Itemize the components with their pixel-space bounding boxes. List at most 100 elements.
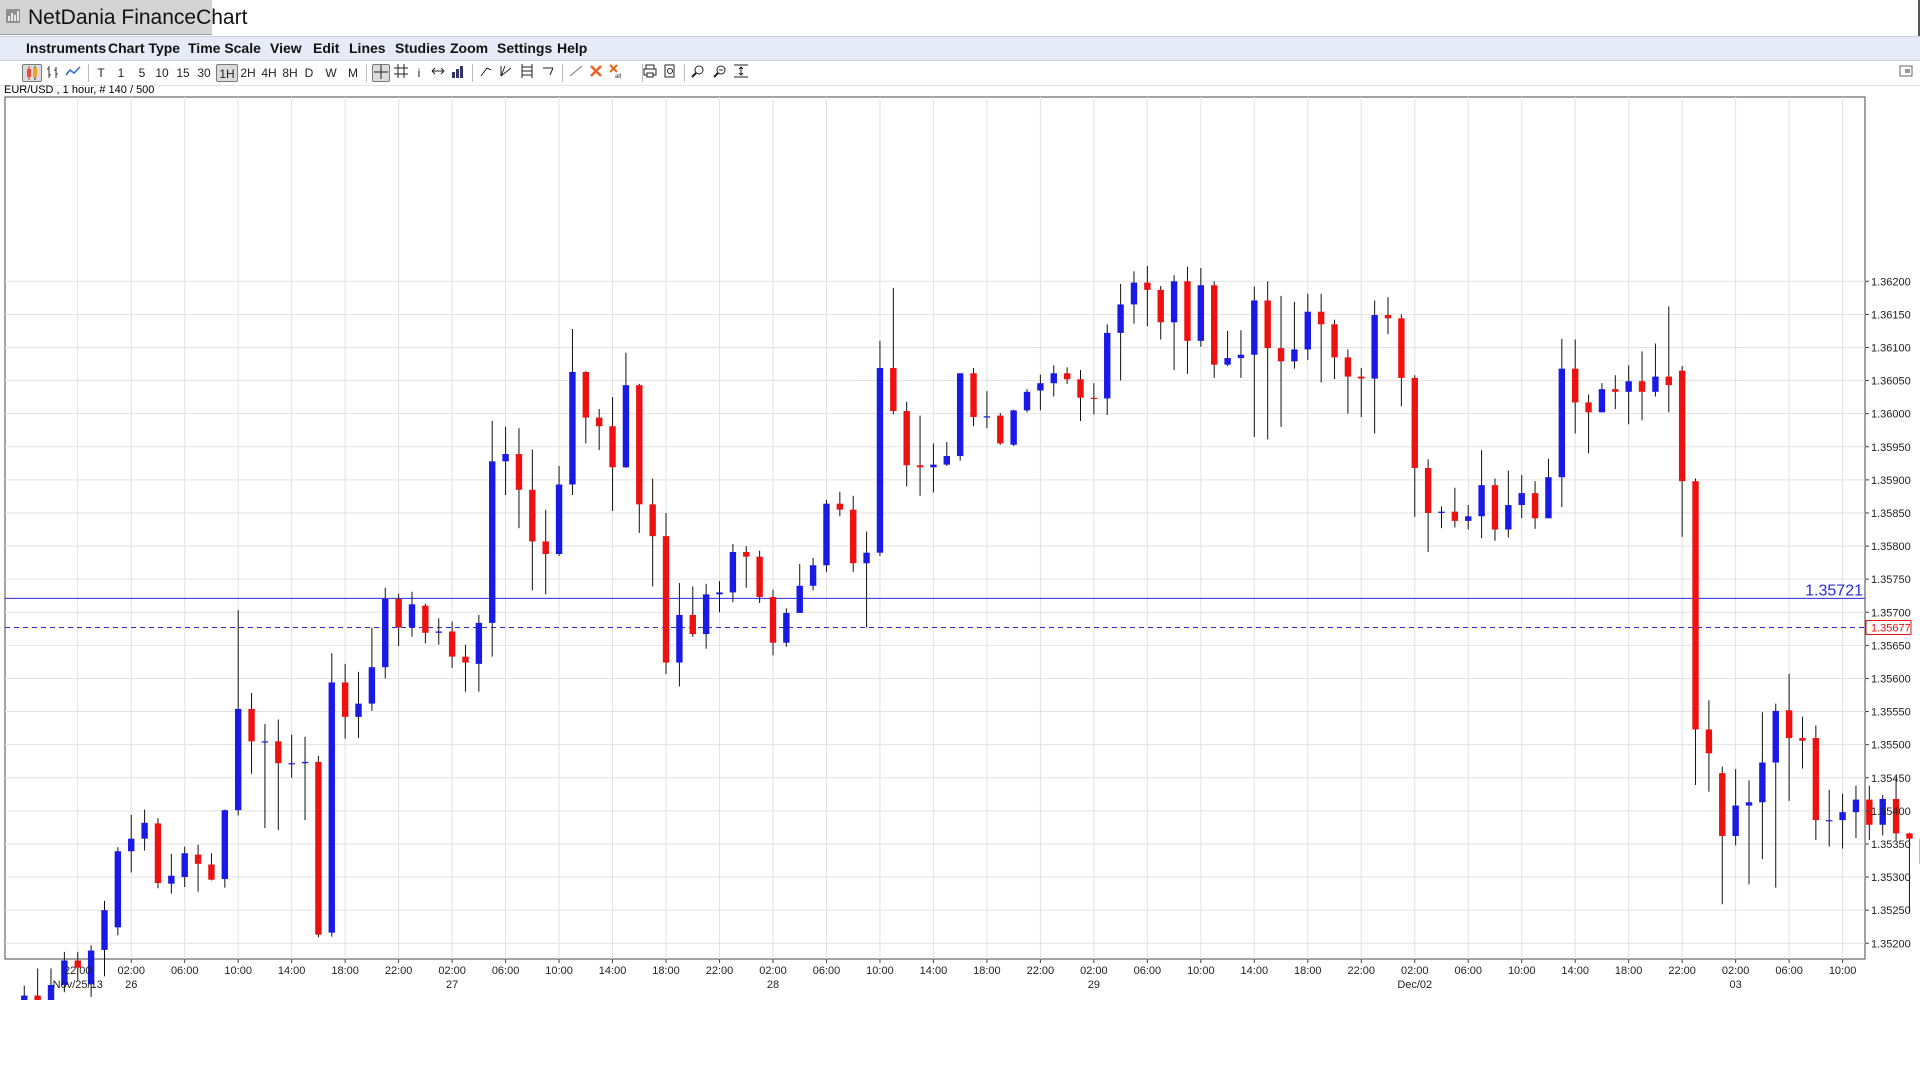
timeframe-4h[interactable]: 4H: [261, 66, 277, 80]
timeframe-monthly[interactable]: M: [348, 66, 358, 80]
menu-chart-type[interactable]: Chart Type: [108, 40, 181, 56]
timeframe-10m[interactable]: 10: [155, 66, 169, 80]
timeframe-5m[interactable]: 5: [138, 66, 146, 80]
fibonacci-tool-button[interactable]: [518, 64, 536, 82]
fan-lines-icon: [500, 65, 512, 77]
candle-body-up: [1652, 376, 1659, 392]
print-preview-button[interactable]: [662, 64, 678, 82]
menu-lines[interactable]: Lines: [349, 40, 386, 56]
candle-body-down: [1678, 370, 1686, 482]
y-tick-label: 1.35800: [1871, 541, 1911, 553]
crosshair-button[interactable]: [372, 64, 390, 82]
x-date-label: Nov/25/13: [53, 979, 103, 991]
menu-edit[interactable]: Edit: [313, 40, 340, 56]
delete-x-icon: [590, 65, 602, 77]
level-line-label: 1.35721: [1805, 582, 1863, 599]
candle-body-down: [903, 411, 910, 466]
candle-body-up: [1197, 285, 1205, 341]
zoom-out-button[interactable]: [712, 64, 728, 82]
candle-body-up: [1598, 389, 1606, 413]
volume-button[interactable]: [450, 64, 466, 82]
timeframe-15m[interactable]: 15: [176, 66, 190, 80]
candle-body-down: [1491, 485, 1499, 530]
candle-body-down: [1090, 397, 1098, 399]
trendline-tool-button[interactable]: [478, 64, 494, 82]
candle-body-down: [970, 373, 977, 417]
pan-button[interactable]: [430, 64, 446, 82]
candle-body-down: [1571, 368, 1579, 403]
symbol-info-label: EUR/USD , 1 hour, # 140 / 500: [4, 84, 155, 96]
candles: [21, 266, 1920, 1000]
timeframe-8h[interactable]: 8H: [282, 66, 298, 80]
timeframe-1h[interactable]: 1H: [216, 64, 238, 82]
timeframe-tick[interactable]: T: [97, 66, 105, 80]
fit-chart-button[interactable]: [732, 64, 750, 82]
zoom-in-icon: [691, 65, 704, 78]
x-tick-label: 06:00: [1454, 965, 1482, 977]
delete-object-button[interactable]: [588, 64, 604, 82]
candle-body-up: [489, 461, 496, 623]
print-button[interactable]: [642, 64, 658, 82]
candle-body-up: [47, 984, 55, 1000]
bar-chart-button[interactable]: [44, 64, 62, 82]
timeframe-1m[interactable]: 1: [117, 66, 125, 80]
menu-help[interactable]: Help: [557, 40, 588, 56]
candle-body-up: [1745, 802, 1753, 806]
candlestick-chart-button[interactable]: [22, 64, 42, 82]
y-tick-label: 1.35700: [1871, 607, 1911, 619]
candle-body-up: [234, 708, 242, 811]
candle-body-up: [1023, 391, 1031, 411]
x-date-label: 28: [767, 979, 779, 991]
candle-body-down: [836, 503, 844, 510]
candle-body-down: [1144, 282, 1151, 290]
info-button[interactable]: i: [417, 66, 421, 80]
menu-settings[interactable]: Settings: [497, 40, 553, 56]
x-tick-label: 18:00: [1294, 965, 1322, 977]
y-tick-label: 1.36100: [1871, 342, 1911, 354]
candle-body-up: [355, 703, 362, 717]
candle-body-up: [622, 385, 630, 468]
window-edge: [1918, 0, 1920, 36]
candle-body-down: [462, 656, 469, 663]
app-tab[interactable]: NetDania FinanceChart: [0, 0, 247, 35]
zoom-in-button[interactable]: [690, 64, 706, 82]
fan-tool-button[interactable]: [498, 64, 514, 82]
menu-time-scale[interactable]: Time Scale: [188, 40, 261, 56]
y-tick-label: 1.36000: [1871, 409, 1911, 421]
candle-body-up: [1505, 505, 1512, 530]
grid-button[interactable]: [393, 64, 409, 82]
y-tick-label: 1.35250: [1871, 905, 1911, 917]
line-chart-button[interactable]: [64, 64, 82, 82]
x-date-label: 27: [446, 979, 458, 991]
candle-body-down: [1638, 381, 1646, 392]
candle-body-down: [542, 541, 549, 555]
line-chart-icon: [65, 66, 81, 76]
menu-zoom[interactable]: Zoom: [450, 40, 489, 56]
detach-window-button[interactable]: [1898, 64, 1914, 82]
menu-studies[interactable]: Studies: [395, 40, 446, 56]
candle-body-up: [61, 960, 68, 985]
draw-line-button[interactable]: [568, 64, 584, 82]
menu-instruments[interactable]: Instruments: [26, 40, 107, 56]
candle-body-up: [1170, 281, 1178, 323]
x-tick-label: 18:00: [652, 965, 680, 977]
candle-body-up: [1010, 410, 1017, 445]
delete-all-button[interactable]: all: [608, 64, 624, 82]
menu-bar: Instruments Chart Type Time Scale View E…: [0, 36, 1920, 61]
candle-body-up: [569, 371, 576, 485]
timeframe-30m[interactable]: 30: [197, 66, 211, 80]
grid-icon: [394, 64, 408, 78]
timeframe-2h[interactable]: 2H: [240, 66, 256, 80]
candle-body-up: [408, 604, 416, 628]
candle-body-down: [1785, 710, 1793, 739]
candle-body-down: [890, 367, 897, 412]
candle-body-up: [435, 631, 442, 633]
candle-body-up: [783, 612, 790, 643]
candle-body-up: [288, 763, 295, 765]
arrow-tool-button[interactable]: [540, 64, 556, 82]
timeframe-daily[interactable]: D: [304, 66, 314, 80]
candle-body-up: [876, 367, 884, 553]
timeframe-weekly[interactable]: W: [325, 66, 337, 80]
menu-view[interactable]: View: [270, 40, 302, 56]
